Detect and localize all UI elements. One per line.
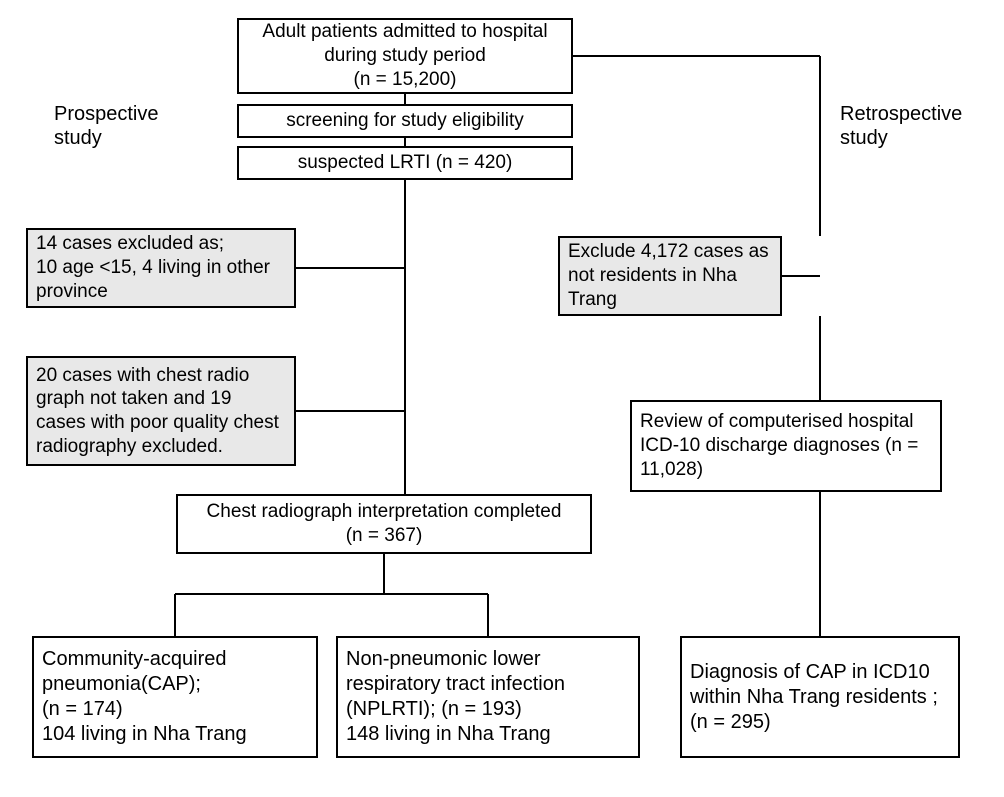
label-prospective: Prospective study xyxy=(54,102,184,150)
node-excl4172: Exclude 4,172 cases as not residents in … xyxy=(558,236,782,316)
node-suspected: suspected LRTI (n = 420) xyxy=(237,146,573,180)
node-start: Adult patients admitted to hospital duri… xyxy=(237,18,573,94)
node-screening: screening for study eligibility xyxy=(237,104,573,138)
node-excl20: 20 cases with chest radio graph not take… xyxy=(26,356,296,466)
label-retrospective: Retrospective study xyxy=(840,102,990,150)
node-nplrti: Non-pneumonic lower respiratory tract in… xyxy=(336,636,640,758)
node-review: Review of computerised hospital ICD-10 d… xyxy=(630,400,942,492)
node-chest-complete: Chest radiograph interpretation complete… xyxy=(176,494,592,554)
node-excl14: 14 cases excluded as; 10 age <15, 4 livi… xyxy=(26,228,296,308)
node-cap: Community-acquired pneumonia(CAP);(n = 1… xyxy=(32,636,318,758)
node-diagnosis: Diagnosis of CAP in ICD10 within Nha Tra… xyxy=(680,636,960,758)
flowchart-canvas: Prospective study Retrospective study Ad… xyxy=(0,0,1004,797)
